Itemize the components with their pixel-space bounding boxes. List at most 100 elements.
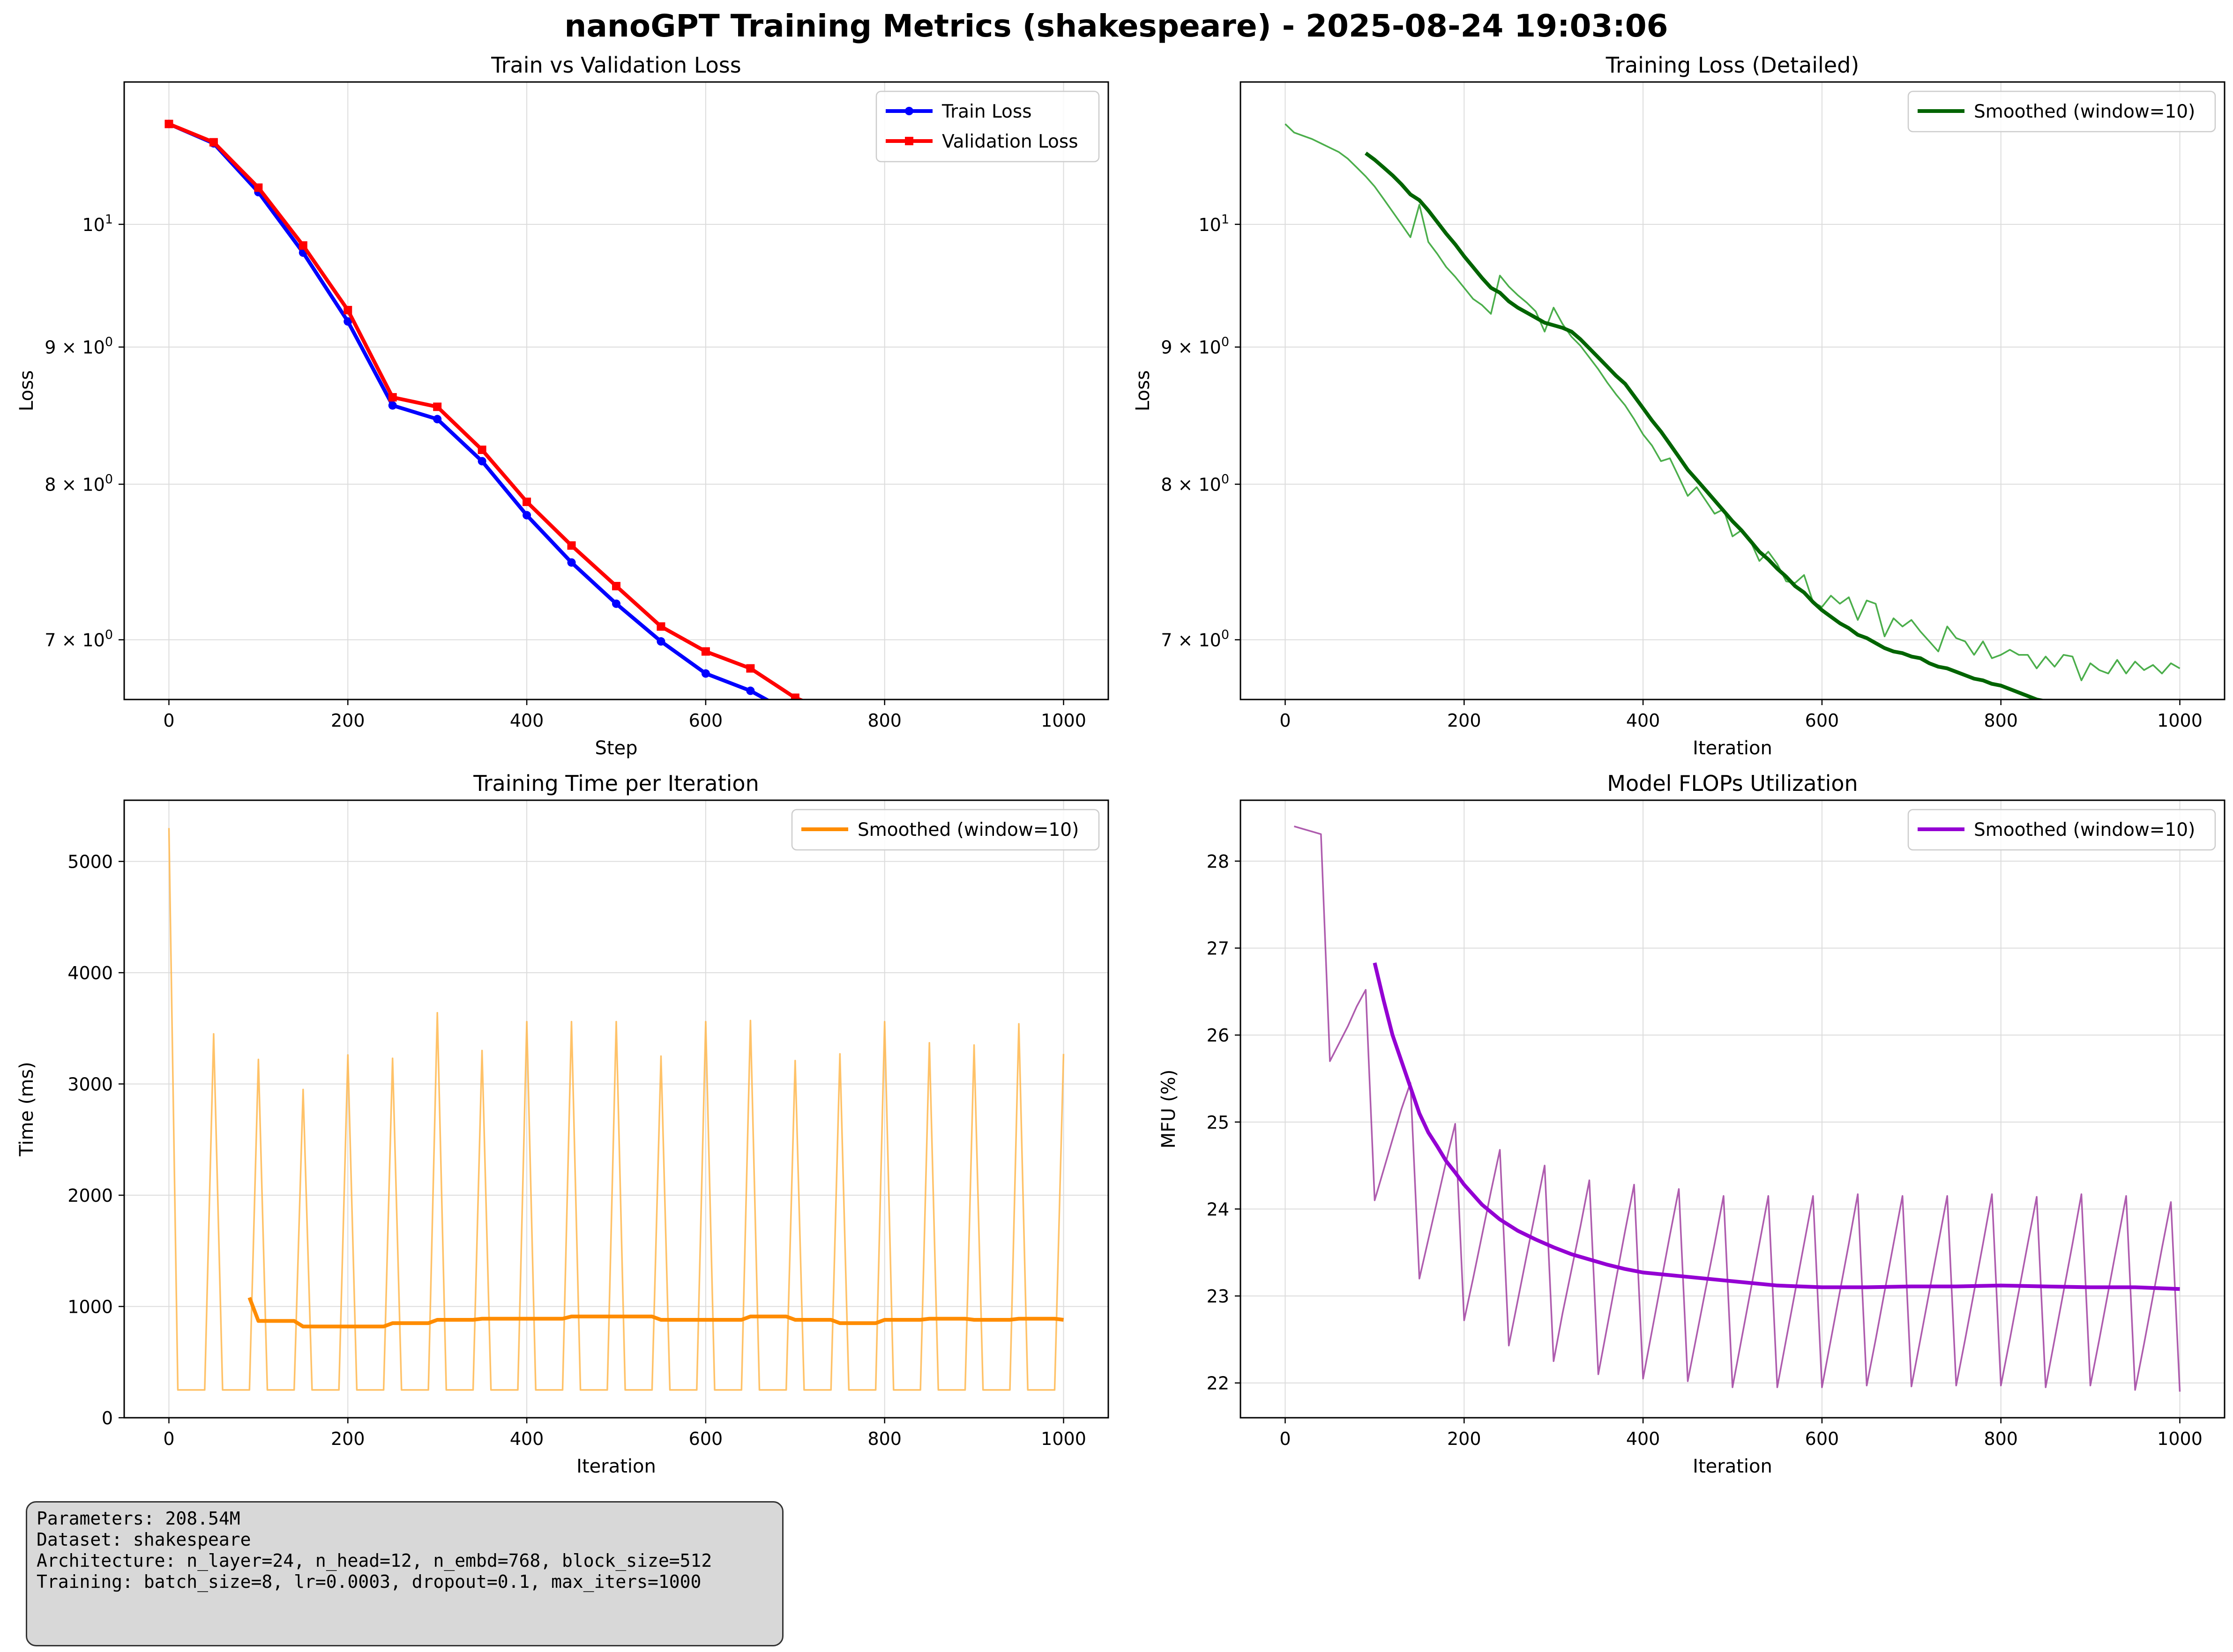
- y-tick-label: 3000: [67, 1074, 113, 1095]
- y-tick-label: 24: [1207, 1199, 1229, 1220]
- data-point: [567, 558, 576, 567]
- plot-area: [168, 828, 1065, 1391]
- figure-title: nanoGPT Training Metrics (shakespeare) -…: [564, 8, 1668, 44]
- data-point: [836, 738, 844, 746]
- data-point: [344, 305, 352, 314]
- data-point: [1060, 775, 1068, 783]
- x-tick-label: 800: [1984, 710, 2018, 731]
- data-point: [1060, 749, 1068, 758]
- y-tick-label: 27: [1207, 938, 1229, 959]
- raw-series-line: [1285, 123, 2181, 681]
- y-tick-label: 5000: [67, 852, 113, 872]
- y-tick-label: 22: [1207, 1373, 1229, 1394]
- x-tick-label: 0: [163, 1429, 174, 1449]
- data-point: [478, 457, 486, 466]
- x-tick-label: 600: [689, 1429, 723, 1449]
- chart-title: Train vs Validation Loss: [491, 52, 741, 78]
- data-point: [344, 317, 352, 326]
- x-axis-label: Step: [595, 737, 637, 759]
- legend: Train Loss Validation Loss: [875, 90, 1100, 163]
- data-point: [791, 711, 799, 720]
- legend: Smoothed (window=10): [791, 809, 1100, 851]
- x-tick-label: 400: [510, 1429, 544, 1449]
- series-line-1: [168, 122, 770, 699]
- x-tick-label: 400: [1626, 710, 1660, 731]
- legend: Smoothed (window=10): [1907, 90, 2216, 133]
- legend-label: Train Loss: [941, 101, 1032, 122]
- chart-panel-3: 0 200 400 600 800 1000 0 1000 2000 3000 4000 5000 Tr…: [16, 771, 1109, 1477]
- chart-panel-4: 0 200 400 600 800 1000 22 23 24 25 26 27 28 Model FLO…: [1158, 771, 2226, 1477]
- x-tick-label: 1000: [1041, 1429, 1086, 1449]
- legend-box: [1907, 809, 2216, 851]
- x-axis-label: Iteration: [576, 1456, 656, 1477]
- info-dataset: Dataset: shakespeare: [37, 1529, 251, 1550]
- legend-box: [1907, 90, 2216, 133]
- series-line-1: [1373, 962, 2180, 1291]
- info-training: Training: batch_size=8, lr=0.0003, dropo…: [37, 1571, 702, 1592]
- y-tick-label: 101: [1198, 212, 1229, 235]
- data-point: [523, 498, 531, 506]
- series-line-2: [168, 122, 805, 699]
- x-tick-label: 600: [689, 710, 723, 731]
- series-line-1: [1364, 151, 2047, 699]
- raw-series-line: [1294, 826, 2181, 1392]
- y-tick-label: 1000: [67, 1297, 113, 1317]
- data-point: [478, 446, 486, 454]
- y-tick-label: 2000: [67, 1185, 113, 1206]
- x-tick-label: 0: [1279, 710, 1291, 731]
- data-point: [1015, 744, 1023, 752]
- x-tick-label: 400: [510, 710, 544, 731]
- chart-title: Training Loss (Detailed): [1606, 52, 1860, 78]
- data-point: [746, 686, 755, 695]
- legend-marker: [905, 107, 913, 115]
- data-point: [791, 693, 799, 699]
- y-tick-label: 28: [1207, 851, 1229, 872]
- data-point: [254, 183, 263, 192]
- data-point: [1015, 769, 1023, 778]
- data-point: [836, 711, 844, 720]
- plot-area: [1294, 826, 2181, 1392]
- info-parameters: Parameters: 208.54M: [37, 1508, 240, 1529]
- run-info-box: Parameters: 208.54M Dataset: shakespeare…: [26, 1501, 784, 1646]
- data-point: [433, 402, 442, 411]
- data-point: [925, 760, 934, 768]
- x-tick-label: 200: [331, 710, 365, 731]
- y-axis-label: MFU (%): [1158, 1070, 1180, 1149]
- x-tick-label: 600: [1805, 1429, 1839, 1449]
- chart-panel-2: 0 200 400 600 800 1000 7 × 100 8 × 100 9 × 100 10…: [1132, 52, 2226, 759]
- y-tick-label: 26: [1207, 1025, 1229, 1046]
- y-tick-label: 23: [1207, 1286, 1229, 1307]
- data-point: [970, 738, 978, 746]
- x-tick-label: 0: [1279, 1429, 1291, 1449]
- x-tick-label: 800: [867, 710, 902, 731]
- chart-title: Training Time per Iteration: [473, 771, 759, 796]
- legend-marker: [905, 137, 913, 145]
- legend-label: Smoothed (window=10): [1974, 101, 2195, 122]
- data-point: [657, 622, 665, 631]
- legend-box: [791, 809, 1100, 851]
- data-point: [433, 415, 442, 424]
- y-axis-label: Loss: [16, 370, 37, 411]
- data-point: [523, 511, 531, 520]
- series-line-1: [247, 1297, 1064, 1329]
- info-architecture: Architecture: n_layer=24, n_head=12, n_e…: [37, 1550, 712, 1571]
- legend-box: [875, 90, 1100, 163]
- y-tick-label: 25: [1207, 1112, 1229, 1133]
- data-point: [881, 747, 889, 756]
- legend-label: Smoothed (window=10): [1974, 819, 2195, 841]
- y-tick-label: 7 × 100: [45, 627, 113, 650]
- chart-panel-1: 0 200 400 600 800 1000 7 × 100 8 × 100 9 × 100 10…: [16, 52, 1109, 783]
- x-axis-label: Iteration: [1693, 1456, 1772, 1477]
- legend-label: Smoothed (window=10): [858, 819, 1079, 841]
- data-point: [209, 138, 218, 147]
- x-tick-label: 800: [1984, 1429, 2018, 1449]
- plot-area: [1285, 123, 2181, 699]
- y-tick-label: 4000: [67, 963, 113, 983]
- x-tick-label: 400: [1626, 1429, 1660, 1449]
- y-tick-label: 101: [82, 212, 113, 235]
- x-axis-label: Iteration: [1693, 737, 1772, 759]
- y-tick-label: 9 × 100: [45, 335, 113, 358]
- x-tick-label: 200: [331, 1429, 365, 1449]
- data-point: [612, 581, 620, 590]
